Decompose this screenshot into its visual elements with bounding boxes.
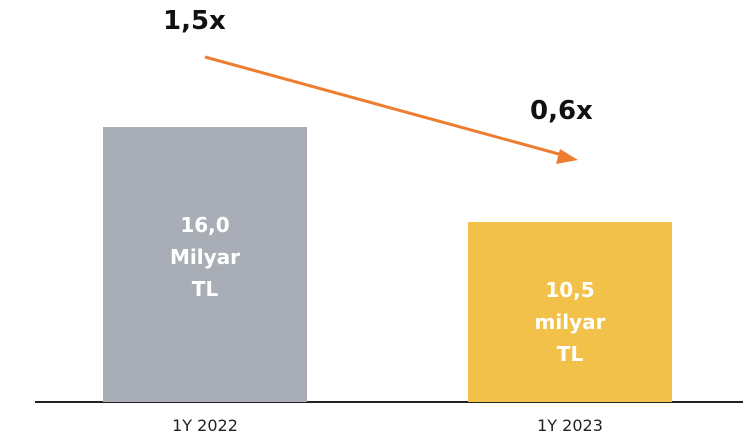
annotation: 1,5x [163, 6, 226, 36]
annotation: 0,6x [530, 96, 593, 126]
value-label: 10,5 milyar TL [534, 277, 606, 366]
baseline [35, 401, 743, 403]
bar: 10,5 milyar TL [468, 221, 672, 402]
bar: 16,0 Milyar TL [103, 127, 307, 402]
x-tick-label: 1Y 2023 [537, 416, 603, 435]
x-tick-label: 1Y 2022 [172, 416, 238, 435]
value-label: 16,0 Milyar TL [169, 212, 240, 301]
